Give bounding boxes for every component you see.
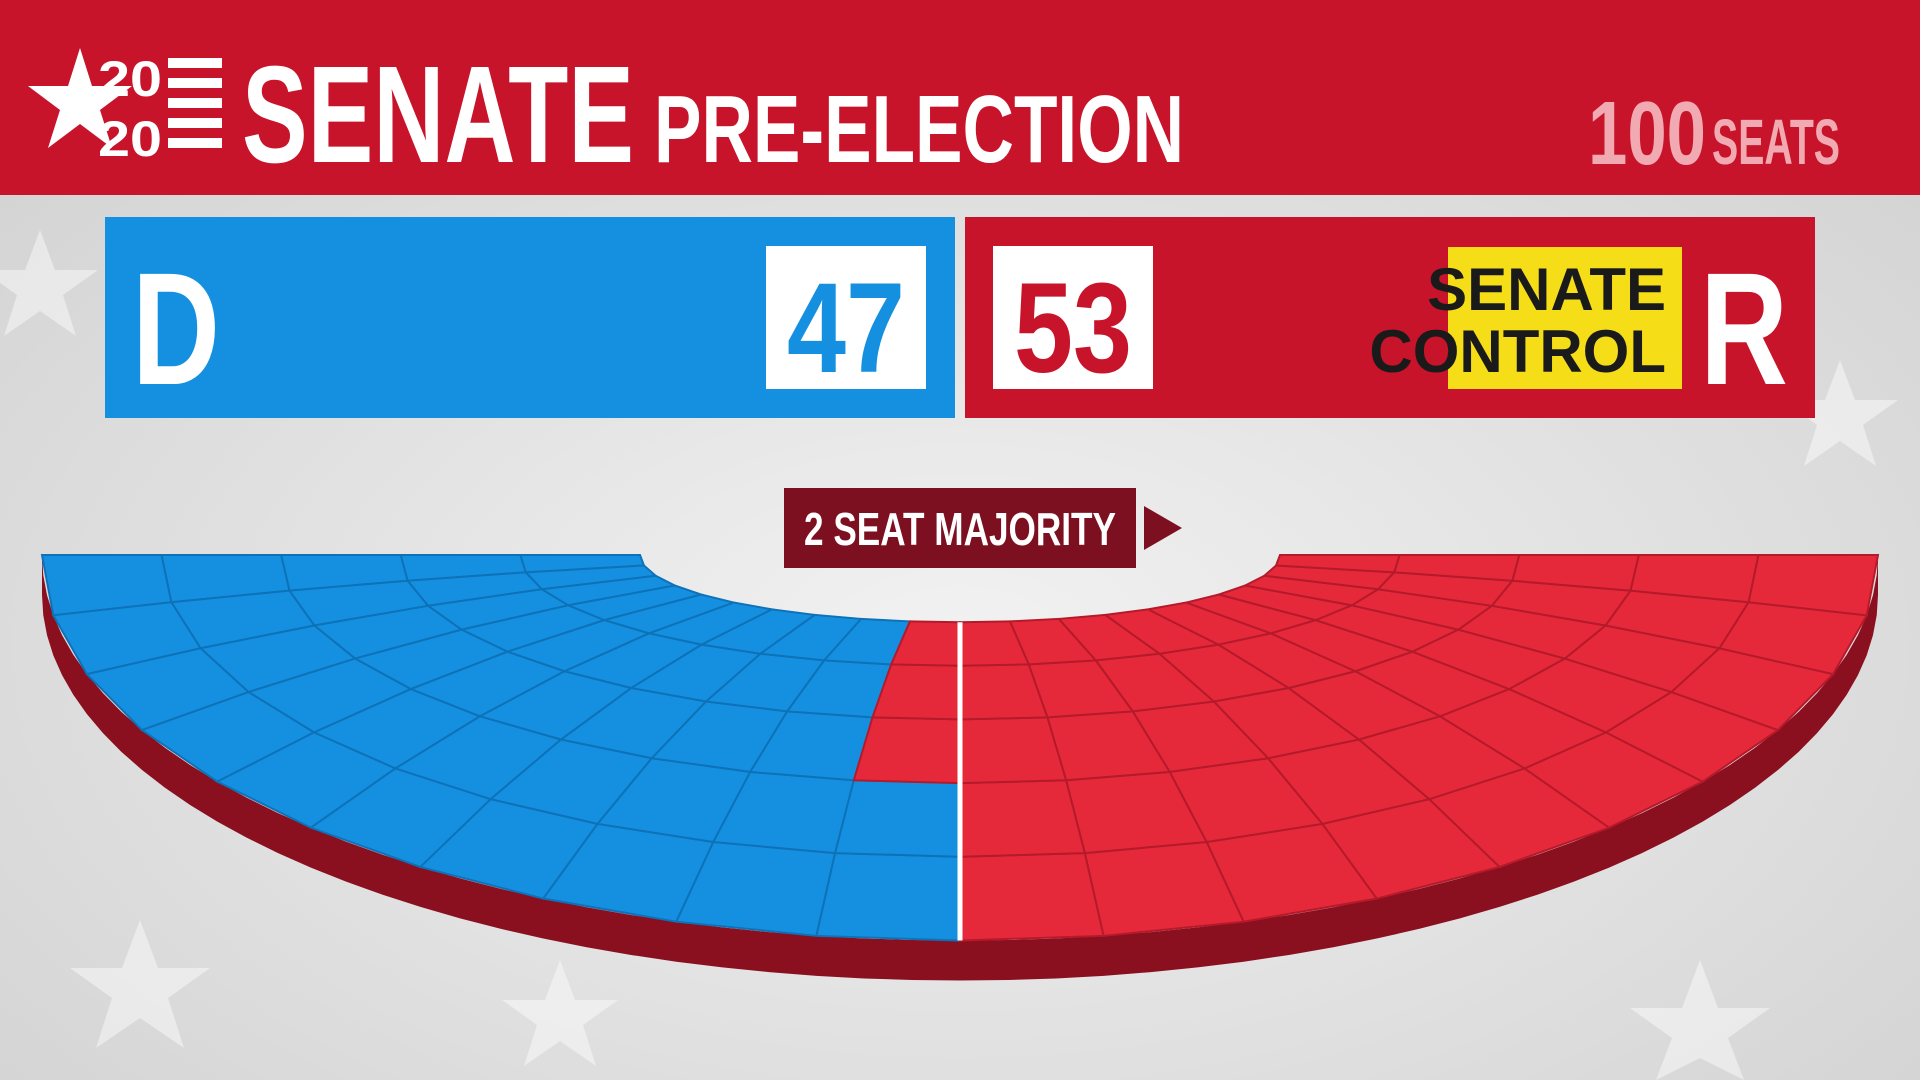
- total-seats: 100: [1588, 84, 1706, 184]
- logo-stripe: [168, 138, 222, 148]
- count-box: [993, 246, 1153, 389]
- seat: [959, 779, 1087, 858]
- logo-star: [28, 48, 132, 148]
- seat: [833, 779, 961, 858]
- logo-stripe: [168, 98, 222, 108]
- party-name: D: [132, 239, 220, 418]
- total-label: SEATS: [1712, 106, 1840, 178]
- annotation: 2 SEAT MAJORITY: [804, 503, 1116, 555]
- star-pattern: [0, 230, 1898, 1080]
- logo-stripe: [168, 58, 222, 68]
- control-label: SENATE CONTROL: [1369, 256, 1666, 385]
- chart-subtitle: PRE-ELECTION: [654, 76, 1184, 183]
- seat: [815, 852, 961, 942]
- control-label-line: SENATE: [1427, 256, 1666, 323]
- logo-stripe: [168, 78, 222, 88]
- chart-title: SENATE: [242, 38, 634, 192]
- logo-bottom: 20: [98, 111, 162, 167]
- seat: [852, 716, 961, 785]
- party-name: R: [1700, 239, 1788, 418]
- logo: 20 20: [28, 48, 222, 167]
- header-band: [0, 0, 1920, 195]
- chamber: [40, 554, 1880, 981]
- control-badge: [1448, 247, 1682, 389]
- seat: [1274, 554, 1401, 574]
- logo-stripe: [168, 118, 222, 128]
- logo-top: 20: [98, 51, 162, 107]
- seat-count: 53: [1014, 257, 1132, 400]
- count-box: [766, 246, 926, 389]
- seat-count: 47: [787, 257, 905, 400]
- annotation-box: [784, 488, 1136, 568]
- annotation-arrow: [1144, 506, 1182, 550]
- control-label-line: CONTROL: [1369, 318, 1666, 385]
- seat: [959, 852, 1105, 942]
